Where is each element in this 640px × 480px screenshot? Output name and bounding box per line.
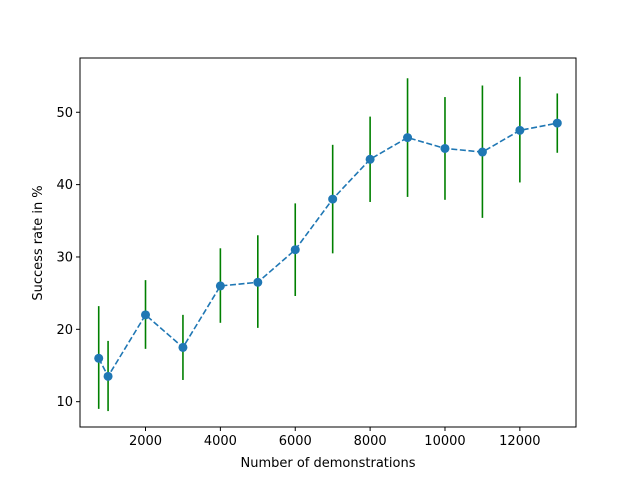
series-line bbox=[98, 122, 558, 378]
data-point bbox=[215, 281, 225, 291]
data-point bbox=[103, 371, 113, 381]
data-point bbox=[253, 277, 263, 287]
x-tick-label: 4000 bbox=[204, 434, 237, 449]
y-axis-ticks: 10 20 30 40 50 bbox=[56, 106, 80, 410]
y-tick-label: 30 bbox=[56, 250, 73, 265]
y-axis-label: Success rate in % bbox=[31, 185, 46, 300]
x-axis-label: Number of demonstrations bbox=[241, 456, 416, 471]
y-tick-label: 40 bbox=[56, 178, 73, 193]
x-tick-label: 8000 bbox=[354, 434, 387, 449]
x-tick-label: 6000 bbox=[279, 434, 312, 449]
data-point bbox=[290, 245, 300, 255]
y-tick-label: 50 bbox=[56, 106, 73, 121]
data-point bbox=[141, 310, 151, 320]
plot-area bbox=[79, 57, 577, 428]
x-tick-label: 2000 bbox=[129, 434, 162, 449]
data-point bbox=[403, 133, 413, 143]
data-point bbox=[328, 194, 338, 204]
x-tick-label: 12000 bbox=[499, 434, 540, 449]
data-point bbox=[94, 353, 104, 363]
x-tick-label: 10000 bbox=[424, 434, 465, 449]
data-point bbox=[552, 118, 562, 128]
y-tick-label: 10 bbox=[56, 395, 73, 410]
x-axis-ticks: 2000 4000 6000 8000 10000 12000 bbox=[129, 427, 541, 449]
y-tick-label: 20 bbox=[56, 323, 73, 338]
data-point bbox=[440, 143, 450, 153]
data-point bbox=[477, 147, 487, 157]
data-point bbox=[515, 125, 525, 135]
data-point bbox=[178, 342, 188, 352]
data-point bbox=[365, 154, 375, 164]
plot-frame bbox=[79, 57, 577, 428]
